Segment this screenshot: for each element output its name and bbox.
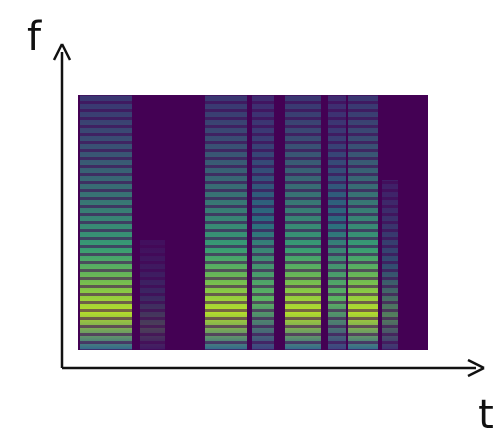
x-axis-label: t [478, 392, 494, 437]
spectrogram [78, 95, 428, 350]
diagram: f t [0, 0, 499, 437]
spectrogram-harmonics [78, 95, 428, 350]
y-axis-label: f [27, 14, 42, 60]
